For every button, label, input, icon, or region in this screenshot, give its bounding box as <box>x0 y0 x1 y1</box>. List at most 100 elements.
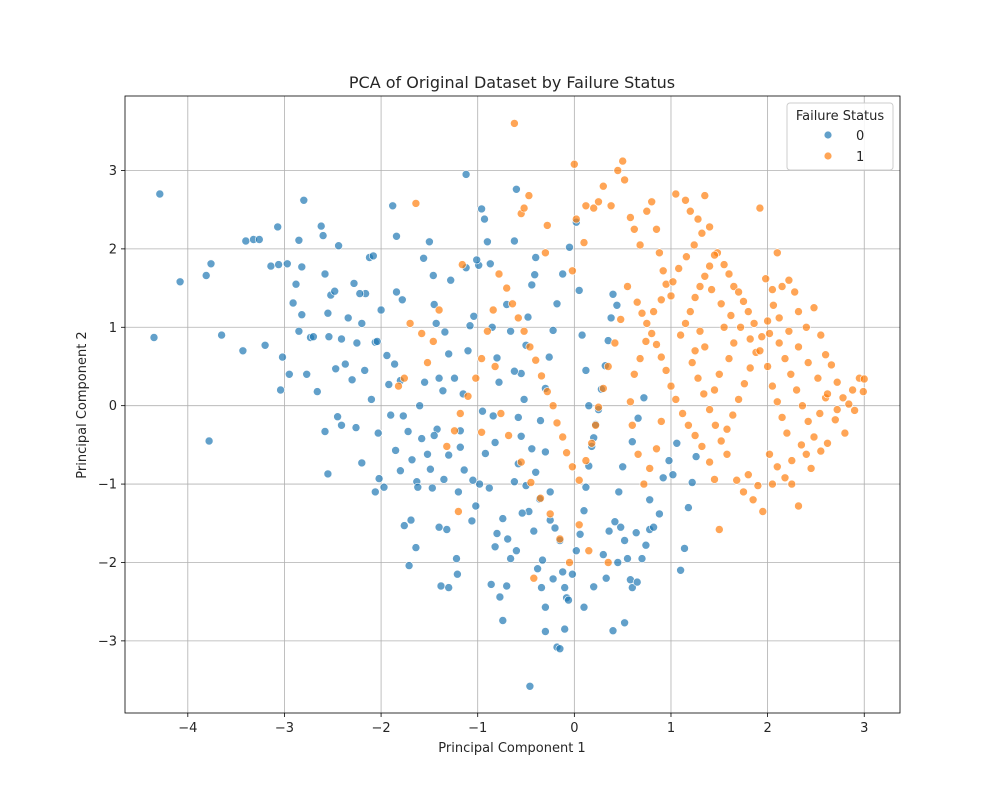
data-point-series-1 <box>442 442 452 451</box>
data-point-series-1 <box>794 307 803 316</box>
data-point-series-1 <box>850 406 859 415</box>
data-point-series-1 <box>531 355 541 365</box>
data-point-series-1 <box>832 405 842 414</box>
data-point-series-1 <box>647 197 657 207</box>
data-point-series-0 <box>485 259 495 269</box>
data-point-series-1 <box>774 313 784 323</box>
data-point-series-1 <box>488 305 498 315</box>
data-point-series-0 <box>423 449 432 459</box>
data-point-series-0 <box>502 581 512 591</box>
data-point-series-1 <box>761 274 771 284</box>
data-point-series-0 <box>461 170 471 179</box>
data-point-series-0 <box>564 595 573 605</box>
data-point-series-0 <box>396 466 405 476</box>
y-axis-label: Principal Component 2 <box>75 331 90 478</box>
data-point-series-0 <box>513 413 523 422</box>
data-point-series-1 <box>768 381 777 391</box>
data-point-series-1 <box>519 326 529 336</box>
data-point-series-1 <box>610 338 620 348</box>
data-point-series-0 <box>291 279 301 289</box>
data-point-series-1 <box>806 464 816 473</box>
data-point-series-0 <box>613 558 623 567</box>
data-point-series-0 <box>544 352 554 362</box>
data-point-series-1 <box>569 159 579 169</box>
x-axis-label: Principal Component 1 <box>438 741 585 756</box>
data-point-series-0 <box>337 420 346 430</box>
data-point-series-0 <box>687 478 697 487</box>
data-point-series-1 <box>711 420 720 430</box>
data-point-series-1 <box>689 240 699 250</box>
data-point-series-1 <box>743 307 753 316</box>
data-point-series-0 <box>417 434 427 443</box>
data-point-series-0 <box>480 214 489 224</box>
data-point-series-0 <box>372 337 382 346</box>
data-point-series-1 <box>542 387 552 396</box>
data-point-series-0 <box>527 444 537 454</box>
data-point-series-1 <box>508 299 517 309</box>
data-point-series-1 <box>666 291 676 301</box>
data-point-series-1 <box>823 438 832 448</box>
data-point-series-1 <box>552 418 562 428</box>
data-point-series-1 <box>548 401 558 411</box>
data-point-series-0 <box>434 522 444 532</box>
data-point-series-0 <box>620 536 629 545</box>
data-point-series-0 <box>601 573 611 583</box>
data-point-series-1 <box>623 282 632 291</box>
data-point-series-1 <box>772 248 782 258</box>
data-point-series-0 <box>357 319 367 328</box>
data-point-series-1 <box>732 475 742 485</box>
data-point-series-0 <box>510 366 519 376</box>
data-point-series-0 <box>340 359 350 369</box>
data-point-series-1 <box>728 410 738 420</box>
data-point-series-1 <box>768 285 777 294</box>
data-point-series-0 <box>606 313 616 323</box>
data-point-series-1 <box>681 319 690 328</box>
data-point-series-0 <box>411 543 421 552</box>
y-tick-label: −2 <box>98 556 117 571</box>
data-point-series-0 <box>506 554 515 563</box>
data-point-series-1 <box>777 413 787 422</box>
data-point-series-0 <box>206 259 216 269</box>
data-point-series-1 <box>749 319 759 328</box>
data-point-series-0 <box>541 447 550 457</box>
data-point-series-0 <box>529 526 539 536</box>
data-point-series-0 <box>343 313 353 323</box>
data-point-series-0 <box>579 506 589 516</box>
data-point-series-1 <box>562 448 571 458</box>
data-point-series-1 <box>745 334 755 344</box>
data-point-series-1 <box>705 222 714 232</box>
data-point-series-1 <box>765 329 774 338</box>
data-point-series-0 <box>536 416 545 425</box>
data-point-series-0 <box>276 385 285 395</box>
data-point-series-1 <box>729 338 739 348</box>
data-point-series-0 <box>392 232 401 241</box>
data-point-series-1 <box>545 509 555 519</box>
data-point-series-0 <box>429 300 439 309</box>
data-point-series-0 <box>550 523 560 533</box>
y-tick-label: 0 <box>109 399 117 414</box>
data-point-series-0 <box>465 321 475 331</box>
data-point-series-0 <box>294 236 304 245</box>
data-point-series-0 <box>391 446 400 455</box>
data-point-series-0 <box>467 516 477 526</box>
data-point-series-0 <box>645 495 655 505</box>
data-point-series-1 <box>705 457 714 467</box>
data-point-series-1 <box>516 457 526 467</box>
data-point-series-1 <box>405 319 415 328</box>
data-point-series-0 <box>676 565 685 575</box>
data-point-series-0 <box>297 262 307 272</box>
legend: Failure Status 0 1 <box>786 102 894 171</box>
data-point-series-0 <box>459 465 469 475</box>
data-point-series-1 <box>647 329 657 338</box>
data-point-series-0 <box>655 509 664 519</box>
data-point-series-0 <box>639 393 649 403</box>
data-point-series-0 <box>379 482 389 492</box>
data-point-series-1 <box>724 269 734 279</box>
data-point-series-1 <box>394 381 403 391</box>
data-point-series-0 <box>627 583 637 592</box>
data-point-series-0 <box>523 312 533 322</box>
data-point-series-1 <box>671 395 681 404</box>
data-point-series-0 <box>618 462 628 472</box>
data-point-series-1 <box>471 373 481 383</box>
data-point-series-1 <box>494 269 504 279</box>
